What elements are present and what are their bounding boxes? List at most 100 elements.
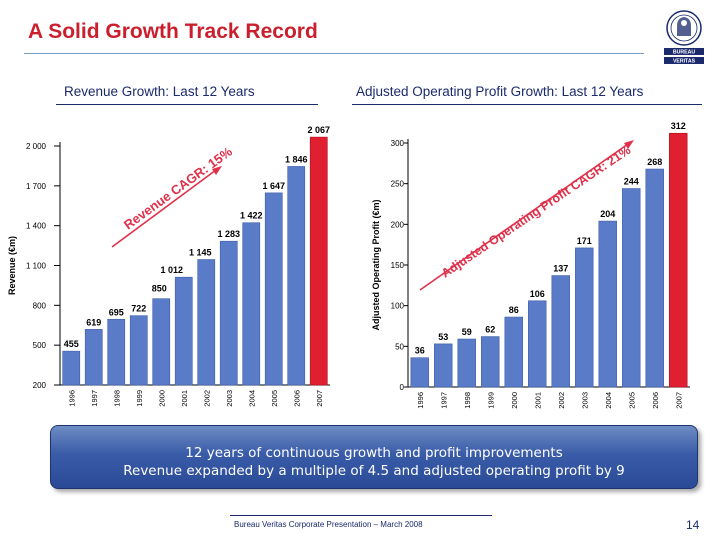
aop-panel-divider bbox=[352, 104, 702, 105]
logo-text-line2: VERITAS bbox=[673, 59, 696, 65]
revenue-bar-2000 bbox=[152, 298, 171, 386]
revenue-value-label: 695 bbox=[109, 307, 124, 317]
aop-bar-2001 bbox=[528, 300, 547, 388]
revenue-cagr-arrow-line bbox=[111, 169, 217, 248]
aop-value-label: 86 bbox=[509, 305, 519, 315]
revenue-bar-2006 bbox=[287, 166, 306, 386]
revenue-y-tick-label: 200 bbox=[33, 381, 47, 390]
aop-bar-2007 bbox=[669, 132, 688, 388]
revenue-x-tick-label: 1998 bbox=[112, 390, 121, 407]
revenue-x-tick-label: 2002 bbox=[202, 390, 211, 407]
aop-cagr-arrowhead bbox=[624, 140, 634, 149]
revenue-x-tick-label: 2006 bbox=[292, 390, 301, 407]
revenue-value-label: 2 067 bbox=[307, 125, 330, 135]
revenue-x-tick-label: 1999 bbox=[135, 390, 144, 407]
revenue-value-label: 1 422 bbox=[240, 211, 263, 221]
revenue-value-label: 1 145 bbox=[189, 248, 212, 258]
revenue-y-tick-label: 1 700 bbox=[26, 182, 47, 191]
revenue-cagr-arrowhead bbox=[212, 166, 222, 175]
bureau-veritas-logo: BUREAU VERITAS bbox=[664, 10, 704, 65]
aop-bar-2004 bbox=[598, 220, 617, 388]
aop-x-tick-label: 2001 bbox=[533, 392, 542, 409]
aop-x-tick-label: 1999 bbox=[486, 392, 495, 409]
revenue-value-label: 850 bbox=[152, 284, 167, 294]
aop-value-label: 204 bbox=[600, 209, 615, 219]
revenue-bar-2005 bbox=[264, 192, 283, 386]
logo-text-line1: BUREAU bbox=[673, 50, 695, 56]
revenue-x-tick-label: 2000 bbox=[157, 390, 166, 407]
aop-y-tick-label: 50 bbox=[395, 342, 404, 351]
footer-text: Bureau Veritas Corporate Presentation – … bbox=[234, 520, 423, 529]
aop-y-tick-label: 200 bbox=[391, 220, 405, 229]
aop-x-tick-label: 2005 bbox=[627, 392, 636, 409]
banner-text-line2: Revenue expanded by a multiple of 4.5 an… bbox=[123, 463, 625, 479]
slide-title: A Solid Growth Track Record bbox=[28, 20, 318, 43]
revenue-value-label: 619 bbox=[86, 317, 101, 327]
revenue-bar-2001 bbox=[174, 276, 193, 386]
page-number: 14 bbox=[686, 518, 700, 532]
aop-value-label: 53 bbox=[438, 332, 448, 342]
revenue-value-label: 1 283 bbox=[217, 229, 240, 239]
aop-y-tick-label: 250 bbox=[391, 180, 405, 189]
aop-bar-2000 bbox=[504, 316, 523, 388]
revenue-bar-2004 bbox=[242, 222, 261, 386]
revenue-y-axis-label: Revenue (€m) bbox=[7, 236, 17, 295]
aop-x-tick-label: 1997 bbox=[439, 392, 448, 409]
aop-value-label: 171 bbox=[577, 236, 592, 246]
aop-y-axis-label: Adjusted Operating Profit (€m) bbox=[371, 199, 381, 330]
aop-x-tick-label: 2003 bbox=[580, 392, 589, 409]
aop-bar-1998 bbox=[457, 338, 476, 388]
aop-x-tick-label: 2006 bbox=[651, 392, 660, 409]
revenue-bar-2003 bbox=[219, 240, 238, 386]
aop-bar-1996 bbox=[410, 357, 429, 388]
revenue-bar-2007 bbox=[309, 136, 328, 386]
revenue-y-tick-label: 500 bbox=[33, 341, 47, 350]
aop-bar-2006 bbox=[645, 168, 664, 388]
aop-y-tick-label: 0 bbox=[400, 383, 405, 392]
revenue-bar-1997 bbox=[84, 329, 103, 386]
revenue-x-tick-label: 2003 bbox=[225, 390, 234, 407]
aop-x-tick-label: 2004 bbox=[604, 392, 613, 409]
revenue-x-tick-label: 2007 bbox=[315, 390, 324, 407]
aop-x-tick-label: 2007 bbox=[674, 392, 683, 409]
aop-value-label: 244 bbox=[624, 177, 639, 187]
aop-y-tick-label: 300 bbox=[391, 139, 405, 148]
aop-bar-2003 bbox=[575, 247, 594, 388]
revenue-bar-2002 bbox=[197, 259, 216, 386]
aop-x-tick-label: 1998 bbox=[463, 392, 472, 409]
revenue-x-tick-label: 2001 bbox=[180, 390, 189, 407]
revenue-bar-1998 bbox=[107, 318, 126, 386]
aop-value-label: 106 bbox=[530, 289, 545, 299]
revenue-value-label: 1 647 bbox=[262, 181, 285, 191]
aop-y-tick-label: 100 bbox=[391, 302, 405, 311]
revenue-value-label: 455 bbox=[64, 339, 79, 349]
title-divider bbox=[24, 53, 644, 54]
revenue-y-tick-label: 1 100 bbox=[26, 262, 47, 271]
aop-x-tick-label: 1996 bbox=[416, 392, 425, 409]
aop-value-label: 268 bbox=[647, 157, 662, 167]
banner-text-line1: 12 years of continuous growth and profit… bbox=[185, 445, 563, 461]
aop-x-tick-label: 2000 bbox=[510, 392, 519, 409]
aop-bar-1999 bbox=[481, 336, 500, 388]
revenue-bar-1996 bbox=[62, 350, 81, 386]
aop-panel-title: Adjusted Operating Profit Growth: Last 1… bbox=[356, 84, 644, 99]
revenue-value-label: 1 012 bbox=[160, 265, 183, 275]
revenue-panel-title: Revenue Growth: Last 12 Years bbox=[64, 84, 255, 99]
aop-bar-1997 bbox=[434, 343, 453, 388]
revenue-y-tick-label: 800 bbox=[33, 301, 47, 310]
revenue-x-tick-label: 2005 bbox=[270, 390, 279, 407]
revenue-value-label: 1 846 bbox=[285, 154, 308, 164]
revenue-x-tick-label: 1997 bbox=[90, 390, 99, 407]
revenue-x-tick-label: 1996 bbox=[67, 390, 76, 407]
revenue-y-tick-label: 1 400 bbox=[26, 222, 47, 231]
aop-bar-2005 bbox=[622, 188, 641, 388]
revenue-y-tick-label: 2 000 bbox=[26, 142, 47, 151]
footer-divider bbox=[230, 515, 492, 516]
revenue-cagr-annotation: Revenue CAGR: 15% bbox=[121, 144, 235, 233]
revenue-bar-1999 bbox=[129, 315, 148, 386]
aop-value-label: 62 bbox=[485, 325, 495, 335]
aop-value-label: 137 bbox=[553, 264, 568, 274]
aop-value-label: 36 bbox=[415, 346, 425, 356]
revenue-panel-divider bbox=[56, 104, 318, 105]
